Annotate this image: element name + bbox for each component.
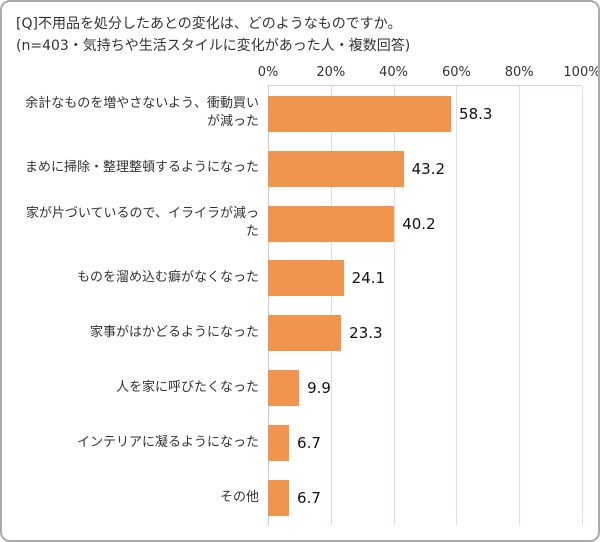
bar-value: 40.2: [402, 214, 436, 233]
gridline-20: [330, 86, 332, 526]
category-label: まめに掃除・整理整頓するようになった: [24, 159, 259, 175]
bar-row: 40.2: [268, 196, 582, 251]
bar-value: 23.3: [349, 324, 383, 343]
bar-value: 9.9: [307, 379, 331, 398]
bar-value: 6.7: [297, 488, 321, 507]
x-tick-80: 80%: [504, 65, 534, 81]
bar: [268, 150, 404, 187]
chart-subtitle: (n=403・気持ちや生活スタイルに変化があった人・複数回答): [16, 37, 411, 54]
x-axis-ticks: 0% 20% 40% 60% 80% 100%: [258, 65, 598, 85]
gridline-100: [582, 86, 583, 526]
bar-value: 24.1: [351, 269, 386, 288]
category-label: 余計なものを増やさないよう、衝動買いが減った: [25, 95, 259, 129]
bar-row: 24.1: [268, 251, 582, 306]
bar-row: 6.7: [268, 471, 582, 526]
category-label: 人を家に呼びたくなった: [115, 379, 259, 395]
bar-row: 23.3: [268, 306, 582, 361]
bar-value: 58.3: [459, 104, 493, 123]
bar-row: 9.9: [268, 361, 582, 416]
axis-spacer: [16, 65, 268, 85]
chart-title: [Q]不用品を処分したあとの変化は、どのようなものですか。: [16, 16, 402, 32]
bar-row: 6.7: [268, 416, 582, 471]
bar: [268, 479, 290, 516]
x-tick-100: 100%: [563, 65, 600, 81]
plot-area: 58.3 43.2 40.2 24.1 23.3: [268, 85, 583, 526]
category-labels: 余計なものを増やさないよう、衝動買いが減った まめに掃除・整理整頓するようになっ…: [16, 85, 268, 525]
chart-body: 余計なものを増やさないよう、衝動買いが減った まめに掃除・整理整頓するようになっ…: [16, 85, 583, 526]
gridline-80: [519, 86, 521, 526]
x-tick-60: 60%: [441, 65, 471, 81]
bar: [268, 205, 395, 242]
bar: [268, 425, 290, 462]
category-label: 家事がはかどるようになった: [89, 324, 259, 340]
x-axis: 0% 20% 40% 60% 80% 100%: [16, 65, 598, 85]
bar: [268, 95, 452, 132]
x-tick-0: 0%: [257, 65, 279, 81]
bar-value: 6.7: [297, 434, 321, 453]
x-tick-20: 20%: [316, 65, 346, 81]
bar: [268, 315, 342, 352]
bar-value: 43.2: [411, 159, 446, 178]
bar-rows: 58.3 43.2 40.2 24.1 23.3: [268, 86, 582, 525]
x-tick-40: 40%: [379, 65, 409, 81]
category-label: 家が片づいているので、イライラが減った: [25, 205, 259, 239]
bar-row: 58.3: [268, 86, 582, 141]
category-label: ものを溜め込む癖がなくなった: [76, 269, 259, 285]
gridline-60: [456, 86, 458, 526]
bar: [268, 260, 344, 297]
gridline-40: [393, 86, 395, 526]
category-label: インテリアに凝るようになった: [76, 434, 259, 450]
bar-row: 43.2: [268, 141, 582, 196]
category-label: その他: [219, 489, 259, 505]
gridline-0: [268, 86, 269, 526]
bar: [268, 370, 300, 407]
